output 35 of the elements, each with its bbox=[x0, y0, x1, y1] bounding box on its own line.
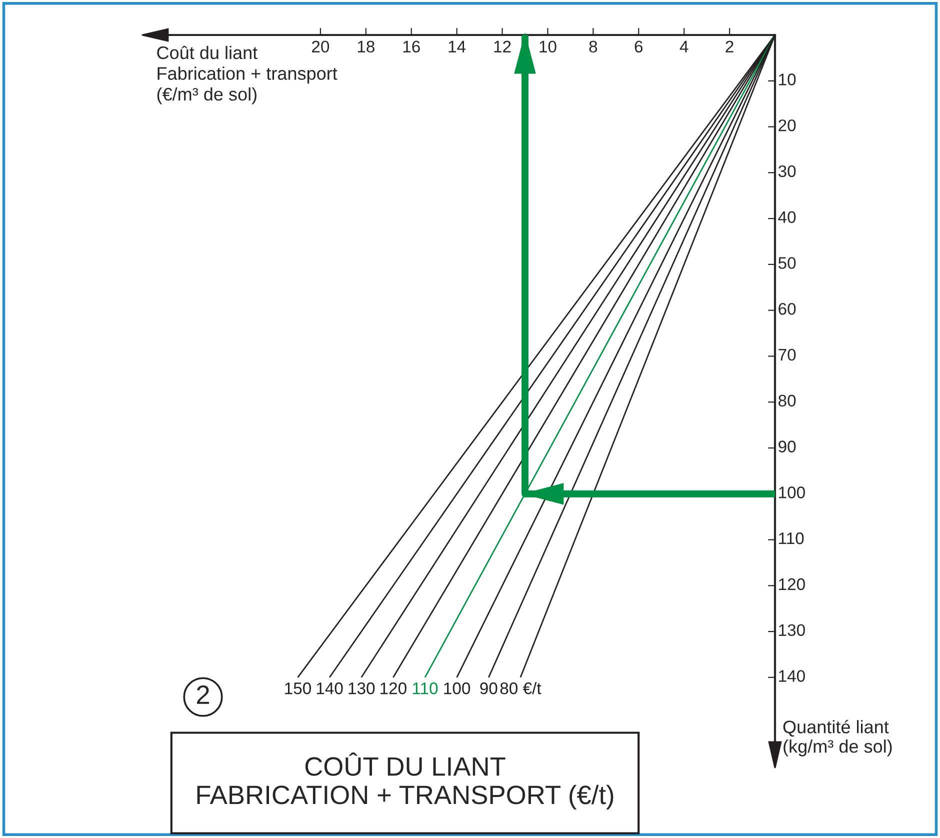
y-tick-label: 100 bbox=[779, 486, 805, 498]
series-label: 140 bbox=[316, 682, 343, 694]
series-label: 110 bbox=[412, 682, 438, 694]
text: COÛT DU LIANT FABRICATION + TRANSPORT (€/t) bbox=[197, 752, 614, 810]
annotation: 2 bbox=[196, 685, 210, 704]
y-tick-label: 60 bbox=[778, 302, 796, 315]
x-tick-label: 4 bbox=[680, 40, 688, 52]
series-label: 130 bbox=[348, 682, 375, 694]
y-tick-label: 130 bbox=[779, 624, 805, 636]
y-tick-label: 120 bbox=[779, 578, 805, 590]
y-tick-label: 90 bbox=[778, 440, 796, 452]
x-tick-label: 10 bbox=[540, 40, 556, 53]
y-tick-label: 40 bbox=[778, 211, 796, 224]
series-label: 100 bbox=[444, 682, 470, 694]
series-label: 120 bbox=[380, 682, 406, 694]
series-label: 150 bbox=[285, 682, 311, 694]
y-tick-label: 50 bbox=[778, 257, 796, 269]
y-tick-label: 20 bbox=[778, 119, 796, 132]
series-label: 90 bbox=[480, 682, 498, 694]
y-tick-label: 80 bbox=[778, 394, 796, 407]
x-tick-label: 12 bbox=[494, 40, 511, 52]
series-label: 80 €/t bbox=[500, 682, 542, 694]
x-tick-label: 16 bbox=[403, 40, 420, 53]
y-tick-label: 10 bbox=[779, 74, 796, 86]
y-tick-label: 140 bbox=[779, 670, 805, 682]
y-tick-label: 110 bbox=[779, 532, 804, 544]
y-tick-label: 30 bbox=[778, 165, 796, 178]
x-tick-label: 18 bbox=[358, 40, 374, 53]
x-tick-label: 14 bbox=[448, 40, 466, 52]
x-tick-label: 20 bbox=[312, 40, 330, 53]
x-tick-label: 6 bbox=[634, 40, 643, 53]
y-tick-label: 70 bbox=[778, 348, 796, 361]
x-tick-label: 2 bbox=[726, 40, 734, 52]
y-axis-title: Quantité liant (kg/m³ de sol) bbox=[783, 720, 892, 756]
x-tick-label: 8 bbox=[589, 40, 598, 53]
